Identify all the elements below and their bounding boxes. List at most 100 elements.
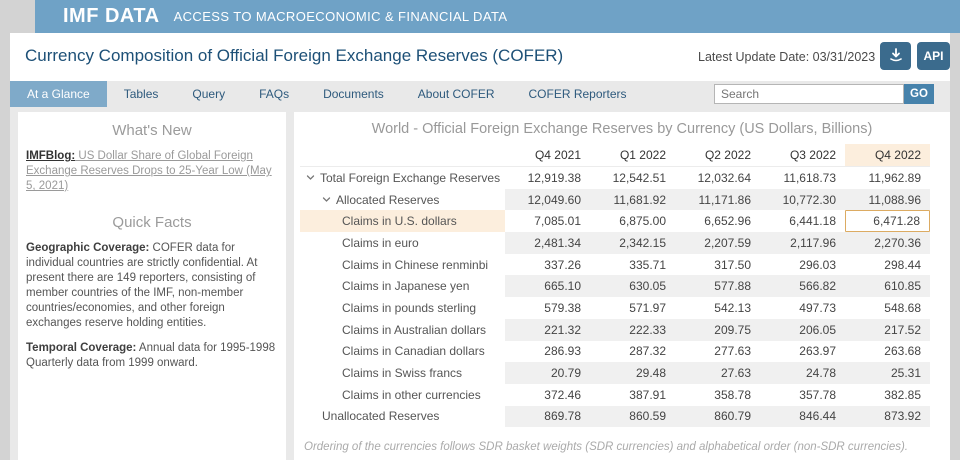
column-header-q3-2022[interactable]: Q3 2022 [789, 148, 836, 162]
data-cell[interactable]: 277.63 [714, 344, 751, 359]
search-go-button[interactable]: GO [904, 84, 934, 104]
row-label-text: Claims in U.S. dollars [342, 214, 457, 229]
data-cell[interactable]: 382.85 [884, 387, 921, 402]
data-cell[interactable]: 873.92 [845, 405, 930, 428]
nav-tab-tables[interactable]: Tables [123, 87, 159, 101]
data-cell[interactable]: 12,032.64 [697, 170, 751, 185]
nav-tab-faqs[interactable]: FAQs [259, 87, 290, 101]
data-cell[interactable]: 263.68 [884, 344, 921, 359]
data-cell[interactable]: 222.33 [590, 318, 675, 341]
selected-data-cell[interactable]: 6,471.28 [845, 210, 930, 233]
data-cell[interactable]: 6,441.18 [789, 214, 836, 229]
data-cell[interactable]: 217.52 [845, 318, 930, 341]
page-header: Currency Composition of Official Foreign… [10, 33, 950, 81]
data-cell[interactable]: 11,171.86 [675, 188, 760, 211]
data-cell[interactable]: 10,772.30 [760, 188, 845, 211]
data-cell[interactable]: 358.78 [714, 387, 751, 402]
data-cell[interactable]: 548.68 [884, 300, 921, 315]
data-cell[interactable]: 12,919.38 [527, 170, 581, 185]
data-cell[interactable]: 12,542.51 [612, 170, 666, 185]
data-cell[interactable]: 11,681.92 [590, 188, 675, 211]
data-cell[interactable]: 2,207.59 [675, 232, 760, 254]
data-cell[interactable]: 497.73 [799, 300, 836, 315]
data-cell[interactable]: 610.85 [845, 275, 930, 298]
data-cell[interactable]: 286.93 [544, 344, 581, 359]
data-cell[interactable]: 577.88 [675, 275, 760, 298]
data-cell[interactable]: 25.31 [845, 362, 930, 384]
collapse-caret-icon[interactable] [306, 173, 315, 182]
data-cell[interactable]: 11,962.89 [868, 170, 922, 185]
data-cell[interactable]: 221.32 [505, 318, 590, 341]
column-header-q2-2022[interactable]: Q2 2022 [704, 148, 751, 162]
collapse-caret-icon[interactable] [322, 195, 331, 204]
data-cell[interactable]: 337.26 [544, 257, 581, 272]
data-cell[interactable]: 860.79 [675, 405, 760, 428]
data-cell[interactable]: 665.10 [505, 275, 590, 298]
data-cell[interactable]: 6,875.00 [619, 214, 666, 229]
top-banner: IMF DATA ACCESS TO MACROECONOMIC & FINAN… [35, 0, 960, 33]
row-label-claims-in-pounds-sterling: Claims in pounds sterling [300, 297, 505, 319]
data-cell[interactable]: 298.44 [884, 257, 921, 272]
row-label-claims-in-australian-dollars: Claims in Australian dollars [300, 319, 505, 341]
data-cell[interactable]: 2,481.34 [505, 232, 590, 254]
geographic-coverage-text: COFER data for individual countries are … [26, 242, 258, 329]
table-footnote: Ordering of the currencies follows SDR b… [304, 441, 909, 454]
blog-link[interactable]: US Dollar Share of Global Foreign Exchan… [26, 150, 272, 192]
data-cell[interactable]: 869.78 [505, 405, 590, 428]
data-cell[interactable]: 209.75 [675, 318, 760, 341]
nav-tab-at-a-glance[interactable]: At a Glance [10, 81, 107, 107]
data-cell[interactable]: 542.13 [714, 300, 751, 315]
geographic-coverage-label: Geographic Coverage: [26, 242, 150, 254]
nav-tab-cofer-reporters[interactable]: COFER Reporters [528, 87, 627, 101]
row-label-claims-in-euro: Claims in euro [300, 232, 505, 254]
table-row: Allocated Reserves 12,049.60 11,681.92 11,1… [300, 188, 930, 211]
imf-data-logo[interactable]: IMF DATA [63, 5, 160, 27]
table-row: Claims in Chinese renminbi 337.26 335.71 31… [300, 254, 930, 276]
nav-tab-about-cofer[interactable]: About COFER [417, 87, 495, 101]
table-title: World - Official Foreign Exchange Reserv… [371, 121, 873, 137]
data-cell[interactable]: 206.05 [760, 318, 845, 341]
data-cell[interactable]: 12,049.60 [505, 188, 590, 211]
data-cell[interactable]: 287.32 [629, 344, 666, 359]
data-cell[interactable]: 6,652.96 [704, 214, 751, 229]
row-label-claims-in-u-s-dollars: Claims in U.S. dollars [300, 210, 505, 233]
data-cell[interactable]: 335.71 [629, 257, 666, 272]
data-cell[interactable]: 372.46 [544, 387, 581, 402]
data-cell[interactable]: 571.97 [629, 300, 666, 315]
row-label-text: Allocated Reserves [336, 192, 440, 207]
nav-tab-documents[interactable]: Documents [323, 87, 384, 101]
data-cell[interactable]: 317.50 [714, 257, 751, 272]
data-cell[interactable]: 11,618.73 [783, 170, 837, 185]
data-cell[interactable]: 296.03 [799, 257, 836, 272]
row-label-total-foreign-exchange-reserves[interactable]: Total Foreign Exchange Reserves [300, 167, 505, 189]
data-cell[interactable]: 263.97 [799, 344, 836, 359]
data-cell[interactable]: 27.63 [675, 362, 760, 384]
column-header-q4-2021[interactable]: Q4 2021 [534, 148, 581, 162]
download-button[interactable] [880, 42, 911, 70]
column-header-q1-2022[interactable]: Q1 2022 [619, 148, 666, 162]
data-cell[interactable]: 7,085.01 [534, 214, 581, 229]
table-row: Claims in euro 2,481.34 2,342.15 2,207.59 2,… [300, 232, 930, 254]
data-cell[interactable]: 11,088.96 [845, 188, 930, 211]
data-cell[interactable]: 20.79 [505, 362, 590, 384]
data-cell[interactable]: 2,270.36 [845, 232, 930, 254]
nav-tab-query[interactable]: Query [192, 87, 226, 101]
api-button[interactable]: API [917, 42, 950, 70]
data-cell[interactable]: 357.78 [799, 387, 836, 402]
data-cell[interactable]: 566.82 [760, 275, 845, 298]
data-cell[interactable]: 29.48 [590, 362, 675, 384]
data-cell[interactable]: 846.44 [760, 405, 845, 428]
data-cell[interactable]: 579.38 [544, 300, 581, 315]
data-cell[interactable]: 860.59 [590, 405, 675, 428]
data-cell[interactable]: 24.78 [760, 362, 845, 384]
data-cell[interactable]: 2,342.15 [590, 232, 675, 254]
search-area: GO [714, 84, 934, 104]
row-label-claims-in-swiss-francs: Claims in Swiss francs [300, 362, 505, 384]
temporal-coverage-text: Annual data for 1995-1998 Quarterly data… [26, 342, 276, 369]
column-header-q4-2022[interactable]: Q4 2022 [845, 144, 930, 166]
data-cell[interactable]: 630.05 [590, 275, 675, 298]
row-label-allocated-reserves[interactable]: Allocated Reserves [300, 189, 505, 211]
data-cell[interactable]: 387.91 [629, 387, 666, 402]
search-input[interactable] [714, 84, 904, 104]
data-cell[interactable]: 2,117.96 [760, 232, 845, 254]
